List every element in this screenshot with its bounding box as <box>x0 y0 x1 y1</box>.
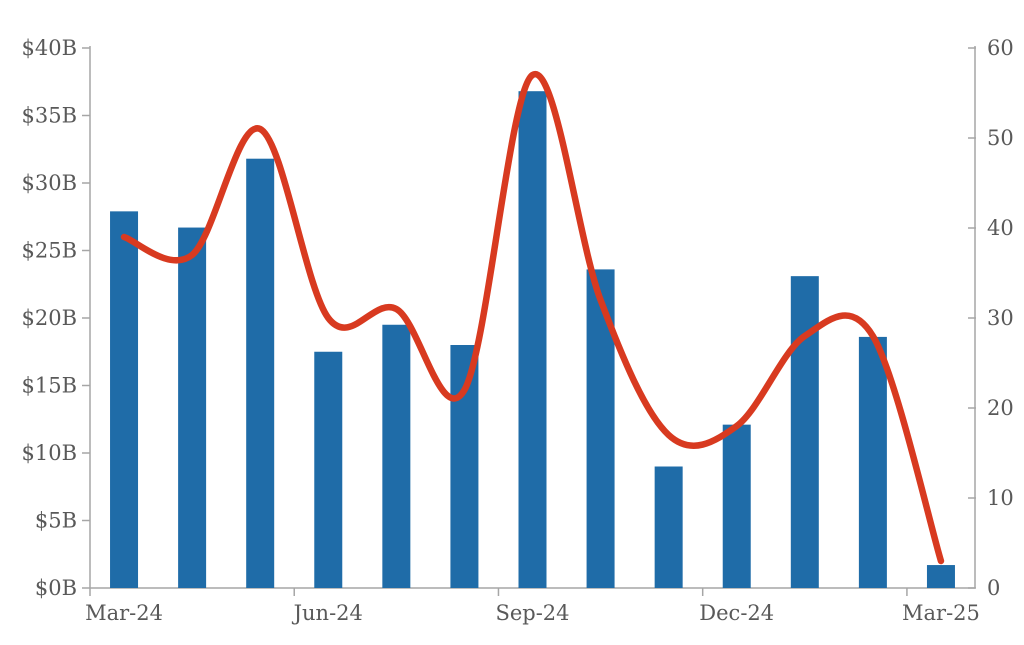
right-axis-tick-label: 10 <box>987 486 1014 510</box>
x-axis-label: Dec-24 <box>699 601 774 625</box>
left-axis-tick-label: $30B <box>21 171 77 195</box>
right-axis-tick-label: 60 <box>987 36 1014 60</box>
left-axis-tick-label: $20B <box>21 306 77 330</box>
left-axis-tick-label: $15B <box>21 374 77 398</box>
left-axis-tick-label: $0B <box>35 576 77 600</box>
bar-aug-24 <box>450 345 479 588</box>
right-axis-tick-label: 30 <box>987 306 1014 330</box>
trend-line <box>120 71 945 565</box>
bar-apr-24 <box>178 227 207 589</box>
right-axis-tick-label: 0 <box>987 576 1000 600</box>
bar-mar-25 <box>926 565 955 588</box>
bar-jun-24 <box>314 351 343 588</box>
bar-jul-24 <box>382 324 411 588</box>
x-axis-label: Mar-25 <box>902 601 980 625</box>
x-axis-label: Jun-24 <box>292 601 363 625</box>
left-axis-tick-label: $40B <box>21 36 77 60</box>
bar-feb-25 <box>858 336 887 588</box>
x-axis-label: Mar-24 <box>85 601 163 625</box>
bar-nov-24 <box>654 466 683 588</box>
bar-jan-25 <box>790 276 819 588</box>
x-axis-label: Sep-24 <box>495 601 569 625</box>
right-axis-tick-label: 50 <box>987 126 1014 150</box>
left-axis-tick-label: $10B <box>21 441 77 465</box>
right-axis-tick-label: 40 <box>987 216 1014 240</box>
bar-may-24 <box>246 158 275 588</box>
left-axis-tick-label: $35B <box>21 104 77 128</box>
bar-mar-24 <box>110 211 139 588</box>
bar-sep-24 <box>518 91 547 588</box>
left-axis-tick-label: $5B <box>35 509 77 533</box>
right-axis-tick-label: 20 <box>987 396 1014 420</box>
bar-dec-24 <box>722 424 751 588</box>
left-axis-tick-label: $25B <box>21 239 77 263</box>
